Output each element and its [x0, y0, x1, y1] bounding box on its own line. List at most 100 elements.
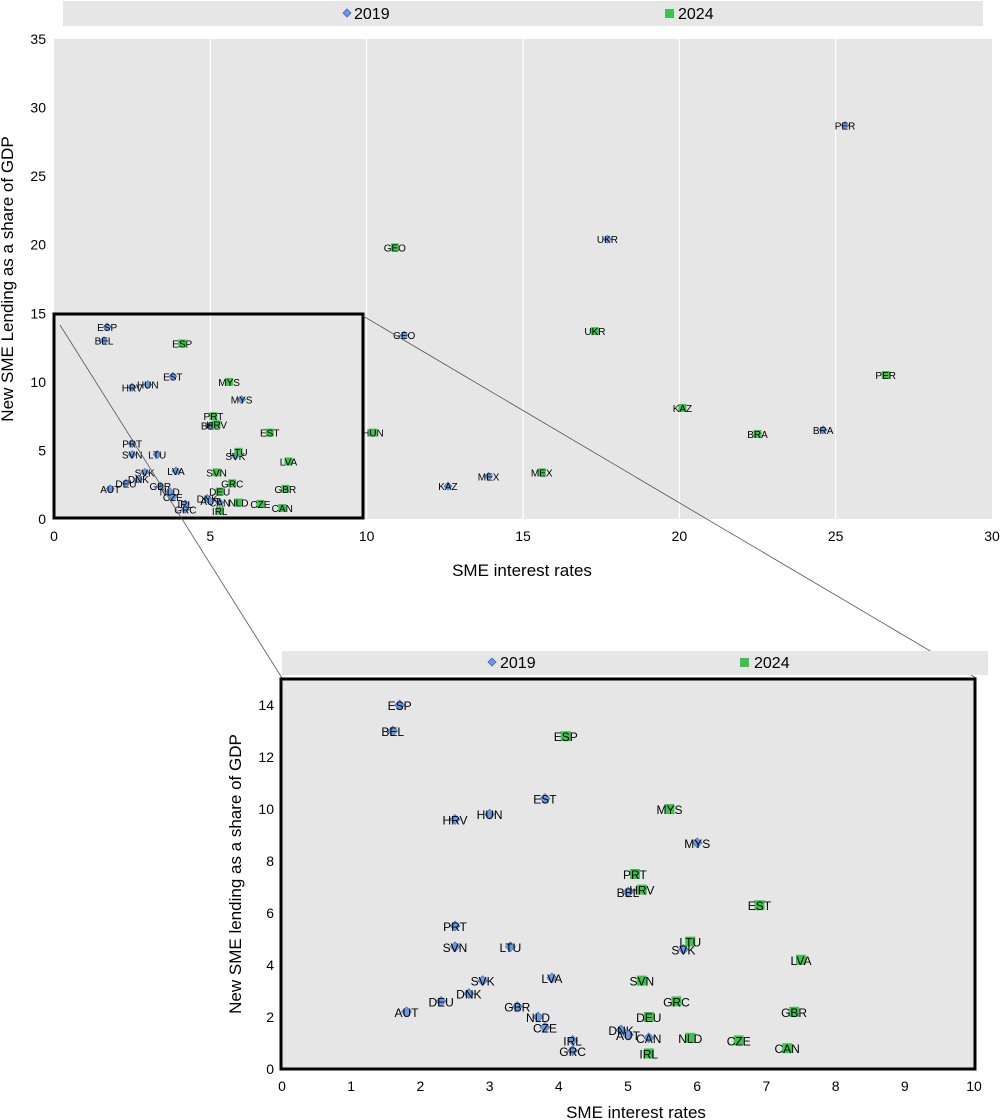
label-2019-aut: AUT [616, 1029, 641, 1043]
point-2024-hrv [636, 884, 647, 895]
point-2019-bel [99, 336, 109, 346]
point-2024-geo [390, 243, 399, 252]
point-2019-ukr [602, 234, 612, 244]
label-2019-can: CAN [636, 1032, 661, 1046]
label-2019-aut: AUT [395, 1006, 420, 1020]
point-2024-mys [225, 377, 234, 386]
point-2024-irl [643, 1048, 654, 1059]
point-2024-nld [234, 498, 243, 507]
label-2019-per: PER [835, 121, 856, 132]
point-2024-can [782, 1043, 793, 1054]
point-2019-hun [143, 380, 153, 390]
label-2019-geo: GEO [393, 331, 415, 342]
point-2019-mys [691, 837, 703, 849]
label-2019-svk: SVK [225, 452, 245, 463]
top-gridlines [209, 39, 837, 519]
point-2019-svk [140, 467, 150, 477]
top-legend-2019-marker [342, 8, 352, 18]
point-2019-deu [435, 995, 447, 1007]
x-tick-10: 10 [359, 528, 375, 544]
x-tick-6: 6 [693, 1078, 701, 1094]
y-tick-14: 14 [258, 697, 274, 713]
label-2024-mys: MYS [657, 803, 683, 817]
label-2019-svk: SVK [471, 975, 495, 989]
label-2024-hrv: HRV [629, 884, 654, 898]
point-2019-aut [105, 484, 115, 494]
label-2019-nld: NLD [526, 1011, 550, 1025]
label-2024-prt: PRT [623, 868, 647, 882]
point-2019-cze [168, 492, 178, 502]
label-2019-grc: GRC [174, 505, 196, 516]
point-2019-lva [171, 466, 181, 476]
label-2019-hun: HUN [477, 808, 503, 822]
label-2019-lva: LVA [167, 467, 185, 478]
point-2024-irl [215, 506, 224, 515]
label-2019-dnk: DNK [128, 475, 149, 486]
point-2024-deu [215, 487, 224, 496]
point-2019-cze [539, 1021, 551, 1033]
point-2024-cze [256, 499, 265, 508]
x-tick-8: 8 [832, 1078, 840, 1094]
x-tick-7: 7 [763, 1078, 771, 1094]
y-tick-10: 10 [30, 374, 46, 390]
bottom-legend-background [282, 651, 988, 675]
label-2024-grc: GRC [221, 479, 243, 490]
label-2024-cze: CZE [727, 1034, 751, 1048]
label-2019-aut: AUT [200, 497, 220, 508]
point-2019-mys [237, 395, 247, 405]
label-2019-cze: CZE [533, 1021, 557, 1035]
label-2019-irl: IRL [563, 1034, 582, 1048]
label-2019-hun: HUN [137, 381, 159, 392]
bottom-plot-area [279, 677, 977, 1071]
point-2019-esp [102, 322, 112, 332]
x-tick-10: 10 [966, 1078, 982, 1094]
point-2019-hrv [127, 382, 137, 392]
label-2019-bra: BRA [813, 426, 834, 437]
x-tick-5: 5 [206, 528, 214, 544]
point-2024-per [881, 371, 890, 379]
point-2019-aut [205, 496, 215, 506]
point-2019-bel [622, 886, 634, 898]
label-2019-esp: ESP [388, 699, 412, 713]
y-tick-6: 6 [266, 905, 274, 921]
point-2024-can [278, 504, 287, 513]
label-2019-ltu: LTU [499, 941, 521, 955]
label-2019-esp: ESP [97, 323, 117, 334]
point-2019-ltu [504, 941, 516, 953]
point-2024-esp [560, 731, 571, 742]
label-2024-nld: NLD [228, 499, 248, 510]
x-tick-25: 25 [828, 528, 844, 544]
x-tick-4: 4 [555, 1078, 563, 1094]
point-2019-dnk [463, 988, 475, 1000]
top-y-tick-labels: 0 5 10 15 20 25 30 35 [30, 31, 46, 527]
label-2019-svk: SVK [135, 468, 155, 479]
label-2019-prt: PRT [122, 440, 142, 451]
point-2024-kaz [678, 403, 687, 412]
point-2024-hun [368, 428, 377, 437]
point-2019-hun [484, 808, 496, 820]
label-2024-kaz: KAZ [673, 404, 692, 415]
point-2019-svn [449, 941, 461, 953]
y-tick-25: 25 [30, 168, 46, 184]
point-2024-ltu [234, 447, 243, 456]
point-2019-esp [394, 699, 406, 711]
label-2019-dnk: DNK [456, 988, 481, 1002]
point-2019-bel [387, 725, 399, 737]
label-2019-svn: SVN [443, 941, 468, 955]
label-2024-ltu: LTU [679, 936, 701, 950]
top-legend: 2019 2024 [63, 1, 983, 26]
zoom-connector-left [59, 324, 283, 679]
bottom-y-axis-title: New SME lending as a share of GDP [226, 734, 245, 1014]
y-tick-0: 0 [38, 511, 46, 527]
label-2024-grc: GRC [663, 995, 690, 1009]
x-tick-20: 20 [672, 528, 688, 544]
label-2024-geo: GEO [384, 243, 406, 254]
point-2019-svn [127, 450, 137, 459]
label-2019-mys: MYS [684, 837, 710, 851]
point-2019-dnk [615, 1024, 627, 1036]
point-2019-nld [532, 1011, 544, 1023]
x-tick-30: 30 [984, 528, 1000, 544]
